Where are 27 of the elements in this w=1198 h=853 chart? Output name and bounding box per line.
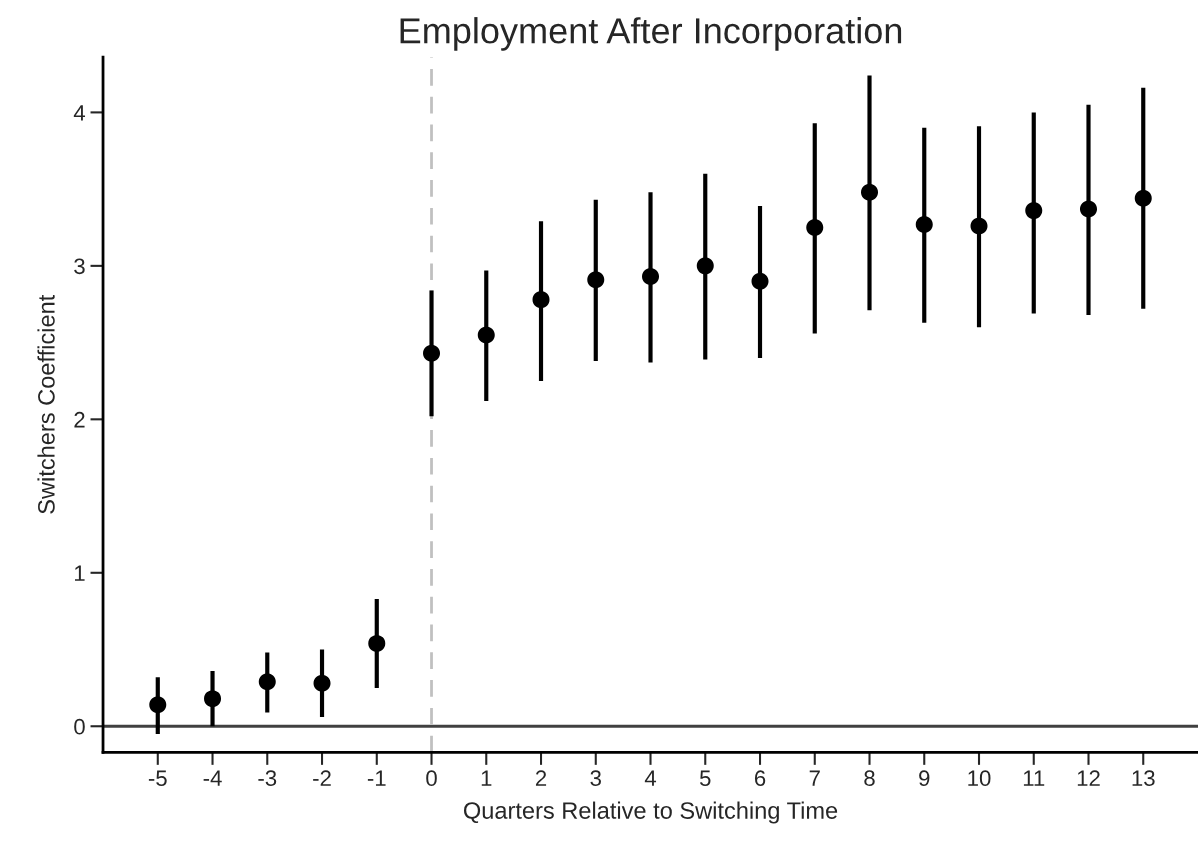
x-tick-label: 5 [699,770,711,787]
x-tick-label: -3 [258,770,277,787]
x-tick-label: 3 [590,770,601,787]
x-tick-label: -4 [203,770,222,786]
x-axis-title: Quarters Relative to Switching Time [463,801,838,824]
x-tick-label: 2 [535,770,547,786]
x-tick-label: -1 [367,770,386,786]
y-tick-label: 1 [75,565,85,581]
x-tick-label: 0 [426,770,437,787]
x-tick-label: 13 [1132,770,1155,787]
x-tick-label: 4 [644,770,657,786]
y-tick-label: 2 [74,411,85,428]
x-tick-label: 11 [1023,770,1045,786]
x-tick-label: 6 [754,770,766,787]
x-tick-label: -2 [313,770,331,786]
y-axis-title: Switchers Coefficient [37,294,55,514]
chart-title: Employment After Incorporation [400,17,902,51]
y-tick-label: 3 [74,258,85,275]
y-tick-label: 0 [74,718,85,735]
x-tick-label: 7 [809,770,820,786]
x-tick-label: 9 [919,770,930,787]
x-tick-label: 10 [968,770,991,787]
y-tick-label: 4 [73,105,86,121]
x-tick-label: 1 [481,770,492,786]
x-tick-label: -5 [148,770,167,787]
x-tick-label: 12 [1077,770,1100,786]
x-tick-label: 8 [864,770,875,787]
